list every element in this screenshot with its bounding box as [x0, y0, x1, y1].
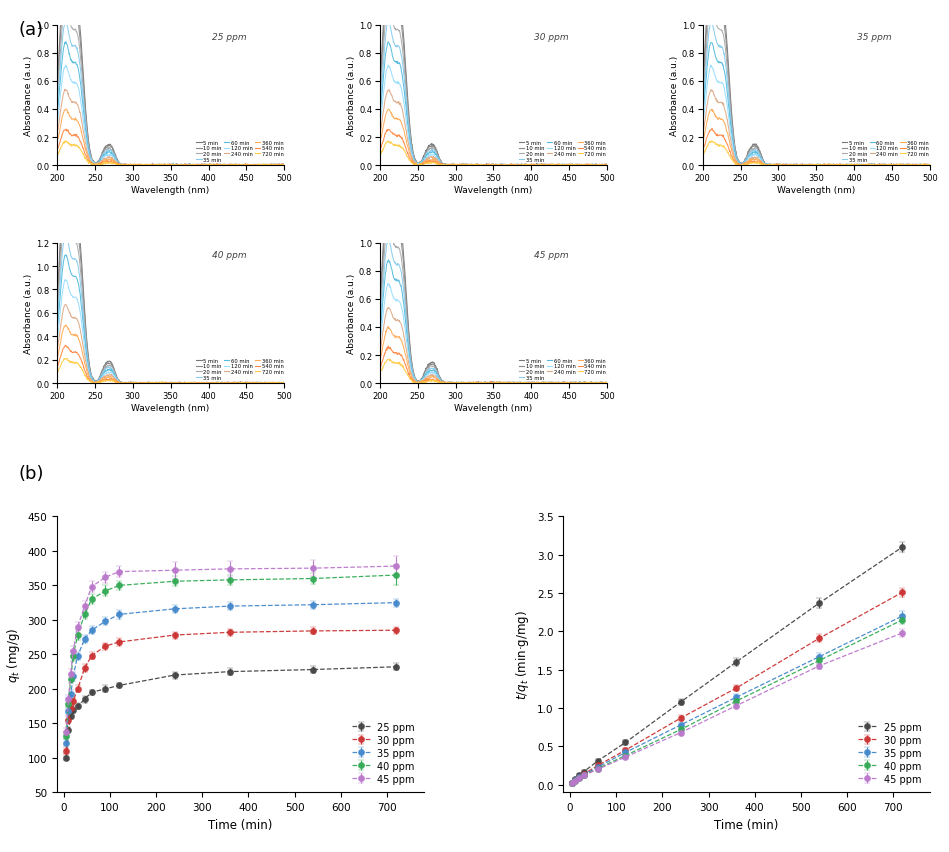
Legend: 25 ppm, 30 ppm, 35 ppm, 40 ppm, 45 ppm: 25 ppm, 30 ppm, 35 ppm, 40 ppm, 45 ppm: [854, 718, 925, 787]
Legend: 5 min, 10 min, 20 min, 35 min, 60 min, 120 min, 240 min, 360 min, 540 min, 720 m: 5 min, 10 min, 20 min, 35 min, 60 min, 1…: [842, 140, 930, 164]
Y-axis label: Absorbance (a.u.): Absorbance (a.u.): [25, 55, 33, 135]
Text: 30 ppm: 30 ppm: [534, 32, 569, 42]
Y-axis label: Absorbance (a.u.): Absorbance (a.u.): [347, 55, 356, 135]
Y-axis label: $q_t$ (mg/g): $q_t$ (mg/g): [5, 627, 22, 682]
Legend: 5 min, 10 min, 20 min, 35 min, 60 min, 120 min, 240 min, 360 min, 540 min, 720 m: 5 min, 10 min, 20 min, 35 min, 60 min, 1…: [195, 140, 284, 164]
Y-axis label: Absorbance (a.u.): Absorbance (a.u.): [670, 55, 679, 135]
X-axis label: Wavelength (nm): Wavelength (nm): [132, 186, 210, 194]
Text: 40 ppm: 40 ppm: [212, 250, 246, 259]
Legend: 25 ppm, 30 ppm, 35 ppm, 40 ppm, 45 ppm: 25 ppm, 30 ppm, 35 ppm, 40 ppm, 45 ppm: [348, 718, 419, 787]
Legend: 5 min, 10 min, 20 min, 35 min, 60 min, 120 min, 240 min, 360 min, 540 min, 720 m: 5 min, 10 min, 20 min, 35 min, 60 min, 1…: [519, 140, 606, 164]
X-axis label: Time (min): Time (min): [208, 818, 272, 831]
Y-axis label: Absorbance (a.u.): Absorbance (a.u.): [347, 273, 356, 354]
Y-axis label: $t/q_t$ (min·g/mg): $t/q_t$ (min·g/mg): [514, 610, 531, 699]
Text: 25 ppm: 25 ppm: [212, 32, 246, 42]
X-axis label: Time (min): Time (min): [715, 818, 779, 831]
Y-axis label: Absorbance (a.u.): Absorbance (a.u.): [25, 273, 33, 354]
X-axis label: Wavelength (nm): Wavelength (nm): [455, 403, 532, 412]
Legend: 5 min, 10 min, 20 min, 35 min, 60 min, 120 min, 240 min, 360 min, 540 min, 720 m: 5 min, 10 min, 20 min, 35 min, 60 min, 1…: [519, 358, 606, 381]
Text: (b): (b): [19, 464, 45, 482]
Text: 35 ppm: 35 ppm: [857, 32, 892, 42]
Text: 45 ppm: 45 ppm: [534, 250, 569, 259]
X-axis label: Wavelength (nm): Wavelength (nm): [455, 186, 532, 194]
X-axis label: Wavelength (nm): Wavelength (nm): [132, 403, 210, 412]
X-axis label: Wavelength (nm): Wavelength (nm): [777, 186, 855, 194]
Text: (a): (a): [19, 21, 44, 39]
Legend: 5 min, 10 min, 20 min, 35 min, 60 min, 120 min, 240 min, 360 min, 540 min, 720 m: 5 min, 10 min, 20 min, 35 min, 60 min, 1…: [195, 358, 284, 381]
